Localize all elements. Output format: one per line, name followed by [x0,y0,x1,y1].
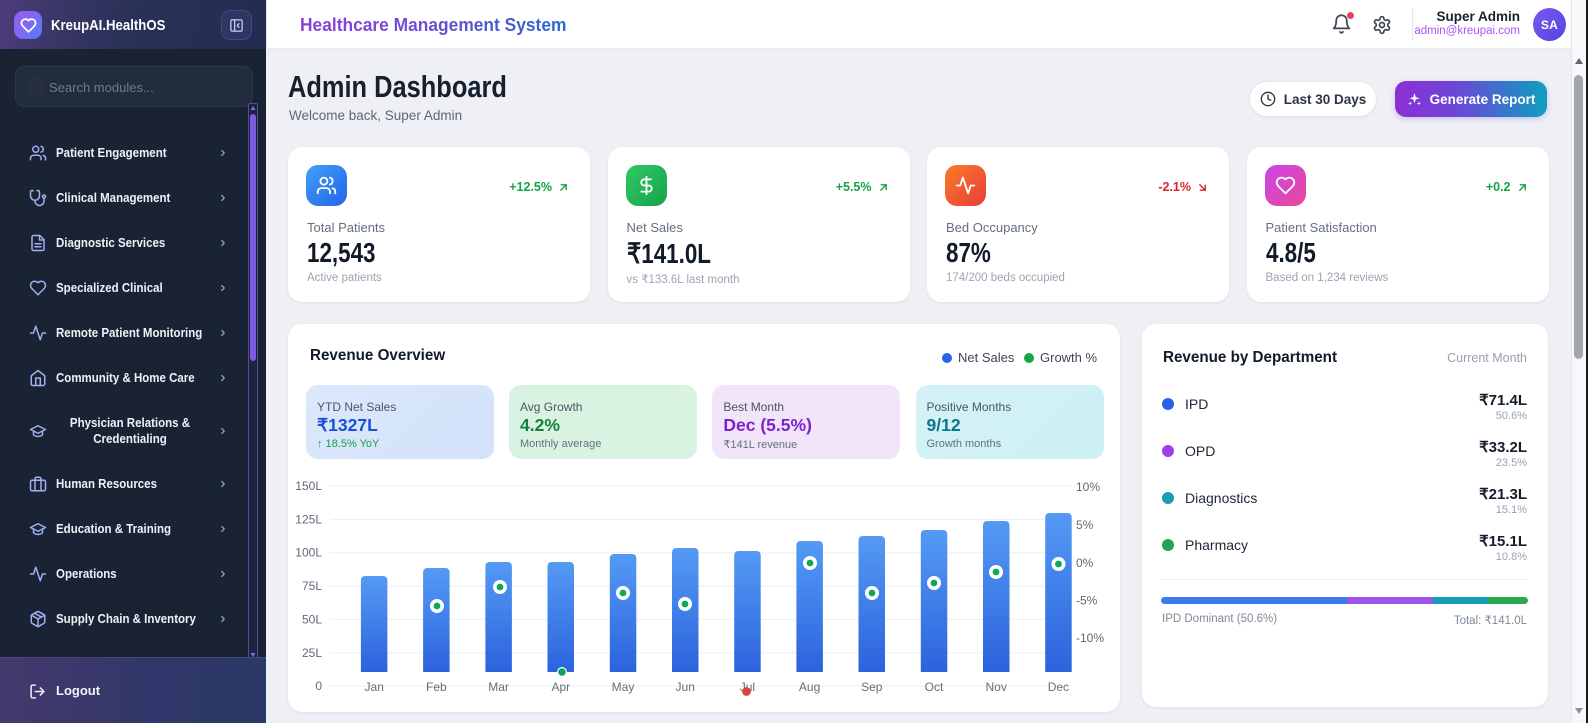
svg-text:5%: 5% [1076,518,1094,532]
svg-text:Nov: Nov [986,680,1007,694]
svg-text:Mar: Mar [488,680,509,694]
svg-text:Jun: Jun [676,680,695,694]
svg-text:Oct: Oct [925,680,944,694]
svg-text:100L: 100L [296,546,322,560]
svg-text:May: May [612,680,635,694]
svg-text:Dec: Dec [1048,680,1069,694]
svg-text:Jan: Jan [365,680,384,694]
svg-text:50L: 50L [302,612,322,626]
svg-text:150L: 150L [296,479,322,493]
svg-text:Feb: Feb [426,680,447,694]
svg-text:Sep: Sep [861,680,883,694]
svg-text:25L: 25L [302,646,322,660]
svg-text:-5%: -5% [1076,594,1098,608]
svg-text:125L: 125L [296,512,322,526]
svg-text:-10%: -10% [1076,631,1104,645]
svg-text:Apr: Apr [551,680,570,694]
svg-text:10%: 10% [1076,480,1100,494]
svg-text:0%: 0% [1076,556,1094,570]
svg-text:Aug: Aug [799,680,820,694]
svg-text:0: 0 [315,679,322,693]
svg-text:75L: 75L [302,579,322,593]
